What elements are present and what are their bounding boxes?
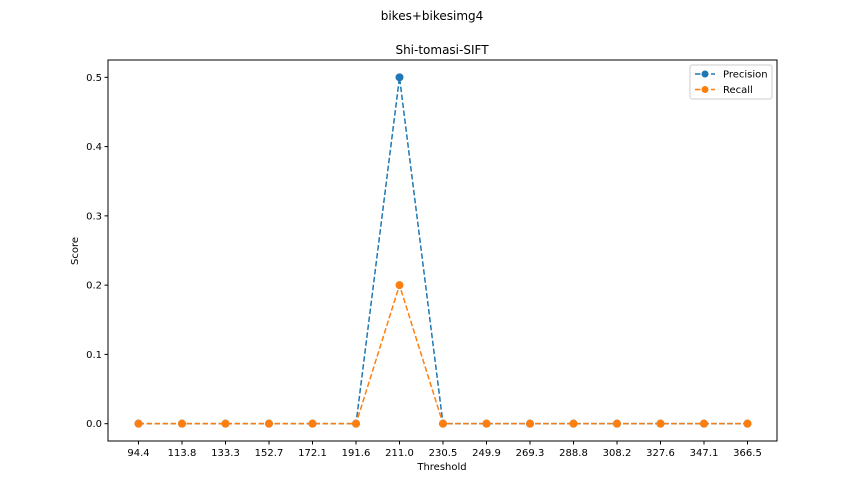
data-point-precision	[395, 73, 404, 82]
x-tick-label: 308.2	[603, 448, 632, 459]
x-tick-label: 113.8	[168, 448, 197, 459]
x-tick-label: 211.0	[385, 448, 414, 459]
data-point-recall	[743, 419, 752, 428]
y-tick-label: 0.5	[86, 73, 102, 84]
x-tick-label: 94.4	[127, 448, 149, 459]
data-point-recall	[613, 419, 621, 428]
legend-frame	[689, 64, 773, 100]
data-point-recall	[439, 419, 447, 428]
legend-label: Precision	[723, 70, 768, 81]
x-tick-label: 347.1	[690, 448, 719, 459]
y-tick-label: 0.4	[86, 142, 102, 153]
x-tick-label: 327.6	[646, 448, 675, 459]
x-tick-label: 191.6	[342, 448, 371, 459]
x-tick-label: 269.3	[516, 448, 545, 459]
data-point-recall	[526, 419, 534, 428]
x-tick-label: 288.8	[559, 448, 588, 459]
data-point-recall	[221, 419, 230, 428]
data-point-recall	[482, 419, 491, 428]
series-line-recall	[138, 282, 748, 425]
data-point-recall	[134, 419, 143, 428]
x-tick-label: 230.5	[429, 448, 458, 459]
x-tick-label: 133.3	[211, 448, 240, 459]
data-point-recall	[178, 419, 186, 428]
x-tick-label: 249.9	[472, 448, 501, 459]
legend-label: Recall	[723, 85, 753, 96]
x-tick-label: 366.5	[733, 448, 762, 459]
y-axis-label: Score	[70, 237, 81, 265]
data-point-recall	[656, 419, 665, 428]
legend-swatch-marker	[701, 86, 709, 93]
data-point-recall	[352, 419, 360, 428]
data-point-recall	[700, 419, 708, 428]
data-point-recall	[569, 419, 578, 428]
y-tick-label: 0.1	[86, 350, 102, 361]
legend-swatch-marker	[701, 70, 709, 78]
plot-area: 0.0 0.1 0.2 0.3 0.4 0.5 94.4 113.8 133.3 152.7 17…	[86, 59, 778, 459]
data-point-recall	[308, 419, 317, 428]
y-tick-label: 0.0	[86, 419, 102, 430]
axes-frame	[107, 59, 778, 442]
y-tick-label: 0.3	[86, 211, 102, 222]
x-axis-label: Threshold	[416, 462, 466, 473]
chart-title: Shi-tomasi-SIFT	[395, 43, 489, 57]
x-tick-label: 172.1	[298, 448, 327, 459]
series-layer	[134, 73, 752, 428]
x-tick-label: 152.7	[255, 448, 284, 459]
x-axis: 94.4 113.8 133.3 152.7 172.1 191.6 211.0 230.5 2…	[127, 441, 762, 459]
legend: Precision Recall	[689, 64, 773, 100]
data-point-recall	[265, 419, 273, 428]
series-line-precision	[138, 77, 748, 425]
y-tick-label: 0.2	[86, 281, 102, 292]
figure-suptitle: bikes+bikesimg4	[381, 9, 484, 23]
y-axis: 0.0 0.1 0.2 0.3 0.4 0.5	[86, 73, 108, 430]
data-point-recall	[395, 281, 404, 290]
